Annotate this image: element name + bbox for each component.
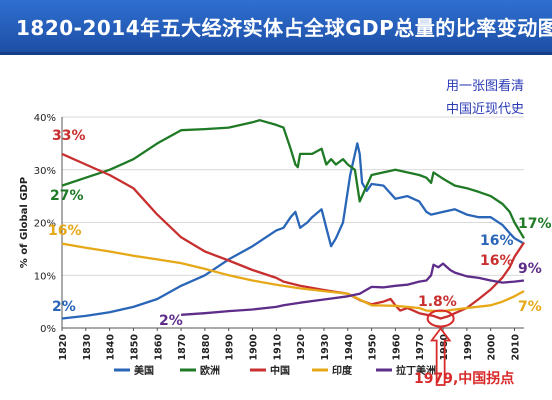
x-tick-label: 1930 bbox=[320, 334, 331, 361]
data-label: 16% bbox=[480, 233, 514, 249]
x-tick-label: 1950 bbox=[368, 334, 379, 361]
watermark-line-2: 中国近现代史 bbox=[446, 102, 524, 117]
x-tick-label: 1940 bbox=[344, 334, 355, 361]
x-tick-label: 1890 bbox=[225, 334, 236, 361]
legend-label: 拉丁美洲 bbox=[396, 364, 436, 377]
series-line-中国 bbox=[61, 152, 525, 320]
x-tick-label: 1840 bbox=[106, 334, 117, 361]
watermark-line-1: 用一张图看清 bbox=[446, 78, 524, 94]
y-tick-label: 20% bbox=[34, 219, 56, 230]
y-tick-label: 0% bbox=[40, 324, 56, 335]
legend-label: 印度 bbox=[332, 364, 353, 377]
data-label: 27% bbox=[50, 188, 84, 204]
turning-point-arrow bbox=[429, 327, 452, 386]
x-tick-label: 1850 bbox=[129, 334, 140, 361]
y-tick-label: 10% bbox=[34, 271, 56, 282]
turning-point-annotation: 1979,中国拐点 bbox=[414, 370, 514, 387]
y-tick-label: 30% bbox=[34, 166, 56, 177]
x-tick-label: 1870 bbox=[177, 334, 188, 361]
x-tick-label: 1900 bbox=[249, 334, 260, 361]
turning-point-circle bbox=[426, 309, 455, 328]
data-label: 2% bbox=[52, 299, 76, 315]
y-tick-label: 40% bbox=[34, 113, 56, 124]
gdp-share-line-chart: 0% 10% 20% 30% 40% % of Global GDP 1820 1830 184… bbox=[19, 78, 552, 387]
data-label: 33% bbox=[52, 128, 86, 144]
chart-area: 0% 10% 20% 30% 40% % of Global GDP 1820 1830 184… bbox=[0, 55, 552, 400]
x-tick-label: 1910 bbox=[272, 334, 283, 361]
x-tick-label: 1970 bbox=[415, 334, 426, 361]
series-line-拉丁美洲 bbox=[181, 262, 525, 316]
data-label: 16% bbox=[480, 253, 514, 269]
x-tick-label: 1960 bbox=[391, 334, 402, 361]
series-line-欧洲 bbox=[61, 119, 525, 239]
data-label: 17% bbox=[518, 216, 552, 232]
legend-label: 美国 bbox=[134, 364, 154, 377]
y-axis-title: % of Global GDP bbox=[19, 177, 30, 268]
data-label: 1.8% bbox=[418, 294, 457, 310]
data-label: 16% bbox=[48, 223, 82, 239]
legend-label: 中国 bbox=[270, 364, 290, 377]
x-tick-label: 1920 bbox=[296, 334, 307, 361]
x-tick-label: 1880 bbox=[201, 334, 212, 361]
data-label: 2% bbox=[159, 313, 183, 329]
x-tick-label: 1830 bbox=[82, 334, 93, 361]
title-banner: 1820-2014年五大经济实体占全球GDP总量的比率变动图 bbox=[0, 0, 552, 55]
page-title: 1820-2014年五大经济实体占全球GDP总量的比率变动图 bbox=[16, 16, 552, 40]
legend-label: 欧洲 bbox=[200, 364, 220, 377]
x-tick-label: 1820 bbox=[58, 334, 69, 361]
data-label: 7% bbox=[518, 299, 542, 315]
x-tick-label: 1860 bbox=[153, 334, 164, 361]
data-label: 9% bbox=[518, 261, 542, 277]
series-line-美国 bbox=[61, 142, 525, 320]
x-tick-label: 1990 bbox=[463, 334, 474, 361]
series-line-印度 bbox=[61, 242, 525, 313]
x-tick-label: 2010 bbox=[510, 334, 521, 361]
x-tick-label: 2000 bbox=[487, 334, 498, 361]
